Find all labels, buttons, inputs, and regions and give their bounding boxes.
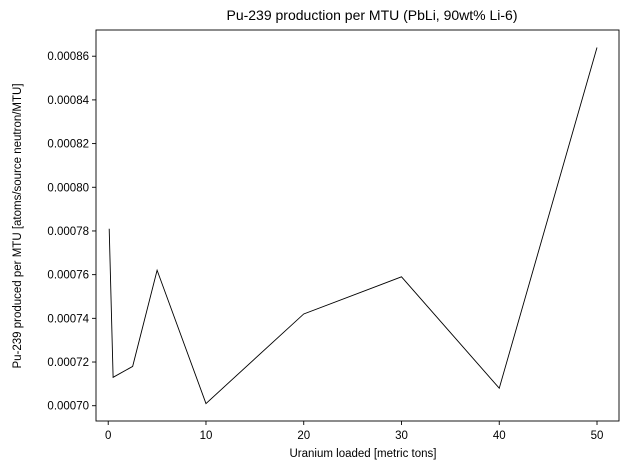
y-tick-label: 0.00074	[47, 313, 89, 325]
y-tick-label: 0.00072	[47, 357, 89, 369]
axes-frame	[95, 29, 620, 422]
chart-title: Pu-239 production per MTU (PbLi, 90wt% L…	[226, 7, 517, 23]
x-tick-label: 30	[395, 430, 408, 442]
x-axis-label: Uranium loaded [metric tons]	[289, 448, 436, 460]
x-axis: 0 10 20 30 40 50	[105, 421, 603, 442]
y-tick-label: 0.00076	[47, 270, 89, 282]
x-tick-label: 0	[105, 430, 111, 442]
series-line-0	[108, 47, 598, 405]
x-tick-label: 20	[297, 430, 310, 442]
y-axis-label: Pu-239 produced per MTU [atoms/source ne…	[12, 83, 24, 368]
x-tick-label: 40	[493, 430, 506, 442]
y-tick-label: 0.00070	[47, 401, 89, 413]
y-tick-label: 0.00084	[47, 95, 89, 107]
x-tick-label: 10	[200, 430, 213, 442]
y-tick-label: 0.00082	[47, 139, 89, 151]
y-tick-label: 0.00080	[47, 182, 89, 194]
x-tick-label: 50	[591, 430, 604, 442]
y-tick-label: 0.00078	[47, 226, 89, 238]
plot-area	[95, 29, 620, 422]
y-axis: 0.00070 0.00072 0.00074 0.00076 0.00078 0.000…	[47, 51, 96, 413]
y-tick-label: 0.00086	[47, 51, 89, 63]
